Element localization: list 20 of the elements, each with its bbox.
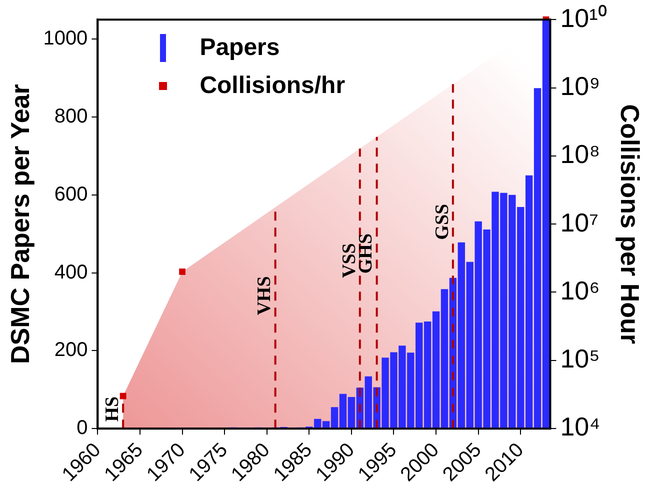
ref-line-label: HS — [102, 396, 123, 422]
y-tick-label: 800 — [54, 105, 88, 128]
legend-label: Papers — [200, 34, 280, 62]
y-axis-title: DSMC Papers per Year — [4, 84, 35, 364]
y2-tick-label: 10⁵ — [560, 344, 600, 374]
ref-line-label: GSS — [432, 204, 453, 240]
y2-tick-label: 10⁶ — [560, 275, 600, 306]
legend-label: Collisions/hr — [200, 72, 346, 100]
y-tick-label: 600 — [54, 183, 88, 206]
y2-tick-label: 10⁹ — [560, 70, 600, 101]
y-tick-label: 1000 — [43, 28, 88, 50]
y2-tick-label: 10¹⁰ — [560, 2, 607, 33]
y-tick-label: 0 — [76, 417, 88, 440]
y-tick-label: 400 — [54, 261, 88, 284]
y2-tick-label: 10⁴ — [560, 412, 600, 442]
ref-line-label: VHS — [254, 276, 276, 316]
y2-tick-label: 10⁷ — [560, 207, 599, 238]
y-tick-label: 200 — [54, 339, 88, 362]
y2-axis-title: Collisions per Hour — [615, 104, 646, 344]
y2-tick-label: 10⁸ — [560, 139, 600, 170]
